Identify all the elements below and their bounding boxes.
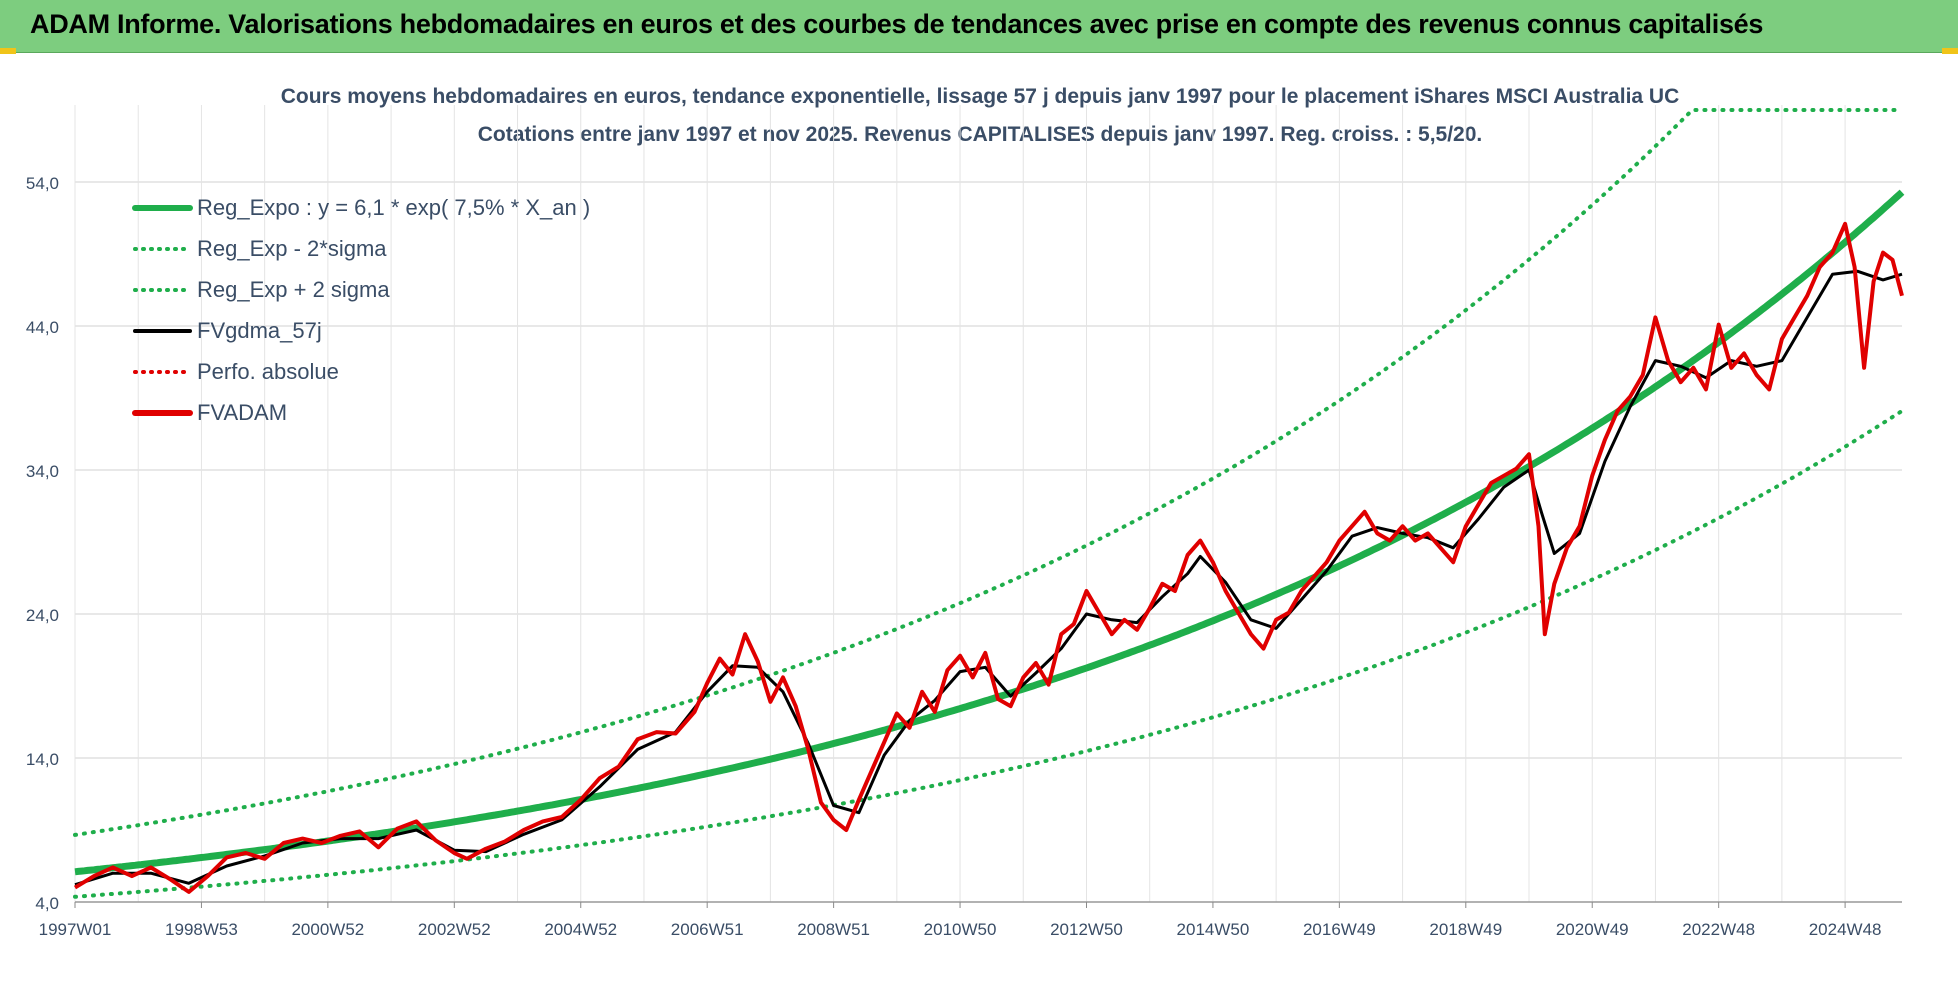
chart-title-line2: Cotations entre janv 1997 et nov 2025. R… (478, 123, 1483, 146)
x-tick-label: 2012W50 (1050, 920, 1123, 939)
legend-label: FVgdma_57j (197, 318, 322, 343)
x-tick-label: 2004W52 (544, 920, 617, 939)
x-tick-label: 2008W51 (797, 920, 870, 939)
chart-svg: Cours moyens hebdomadaires en euros, ten… (26, 85, 1905, 939)
legend: Reg_Expo : y = 6,1 * exp( 7,5% * X_an ) R… (132, 195, 590, 425)
chart-title-line1: Cours moyens hebdomadaires en euros, ten… (281, 85, 1680, 108)
y-tick-label: 34,0 (26, 462, 59, 481)
corner-marker-right (1942, 48, 1958, 54)
legend-label: Reg_Exp - 2*sigma (197, 236, 387, 261)
corner-marker-left (0, 48, 16, 54)
x-tick-label: 2014W50 (1177, 920, 1250, 939)
axes: 4,0 14,0 24,0 34,0 44,0 54,0 1997W01 1998W53 200… (26, 174, 1902, 939)
fvadam-line (73, 221, 1904, 894)
grid (74, 105, 1902, 903)
x-tick-label: 2024W48 (1809, 920, 1882, 939)
x-tick-label: 1998W53 (165, 920, 238, 939)
x-tick-label: 2006W51 (671, 920, 744, 939)
x-tick-label: 2010W50 (924, 920, 997, 939)
reg-exp-plus-2sigma-line (73, 108, 1904, 837)
y-tick-label: 54,0 (26, 174, 59, 193)
x-tick-label: 2018W49 (1429, 920, 1502, 939)
series-layer (73, 108, 1905, 899)
legend-label: Perfo. absolue (197, 359, 339, 384)
x-tick-label: 1997W01 (39, 920, 112, 939)
y-tick-label: 44,0 (26, 318, 59, 337)
y-tick-label: 24,0 (26, 606, 59, 625)
x-tick-label: 2016W49 (1303, 920, 1376, 939)
y-tick-label: 4,0 (35, 894, 59, 913)
x-tick-label: 2022W48 (1682, 920, 1755, 939)
reg-exp-minus-2sigma-line (73, 408, 1904, 899)
legend-label: Reg_Expo : y = 6,1 * exp( 7,5% * X_an ) (197, 195, 590, 220)
x-tick-label: 2002W52 (418, 920, 491, 939)
reg-expo-line (74, 189, 1905, 876)
chart-frame: Cours moyens hebdomadaires en euros, ten… (0, 52, 1958, 978)
x-tick-label: 2000W52 (291, 920, 364, 939)
x-tick-label: 2020W49 (1556, 920, 1629, 939)
page-banner: ADAM Informe. Valorisations hebdomadaire… (0, 0, 1958, 53)
y-tick-label: 14,0 (26, 750, 59, 769)
page-title: ADAM Informe. Valorisations hebdomadaire… (30, 9, 1764, 39)
legend-label: Reg_Exp + 2 sigma (197, 277, 390, 302)
fvgdma-57j-line (74, 269, 1903, 887)
legend-label: FVADAM (197, 400, 287, 425)
